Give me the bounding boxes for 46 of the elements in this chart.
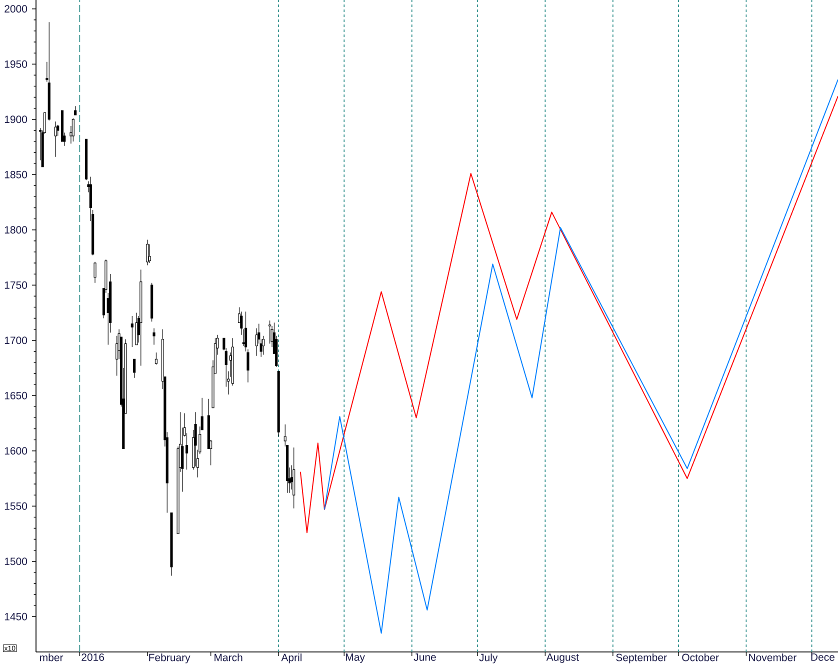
candlestick [140, 269, 142, 366]
y-tick-label: 2000 [4, 5, 28, 13]
y-tick-label: 1900 [4, 116, 28, 124]
x-tick-label: March [214, 654, 242, 662]
x-tick-label: July [479, 654, 498, 664]
y-tick-label: 1750 [4, 281, 28, 289]
candlestick [94, 262, 96, 284]
x-tick-label: February [149, 654, 190, 664]
x-tick-label: October [682, 654, 719, 662]
candlestick [152, 328, 156, 346]
line-series [300, 96, 838, 534]
candlestick [60, 110, 64, 142]
x-tick-label: August [546, 654, 579, 663]
candlestick [150, 282, 154, 322]
candlestick [231, 338, 234, 386]
y-tick-label: 1500 [4, 558, 28, 566]
candlestick [74, 106, 77, 116]
y-tick-label: 1800 [4, 226, 28, 234]
x-tick-label: 2016 [82, 654, 104, 661]
candlestick [135, 312, 138, 346]
candlestick [262, 336, 265, 356]
x-tick-label: April [281, 654, 302, 664]
y-tick-label: 1450 [4, 612, 28, 620]
candlestick [148, 244, 151, 264]
x-tick-label: September [616, 654, 667, 664]
x-tick-label: May [346, 654, 365, 663]
line-series [324, 79, 838, 634]
candlestick [170, 512, 173, 576]
y-tick-label: 1650 [4, 392, 28, 400]
x-tick-label: June [414, 654, 436, 661]
y-tick-label: 1950 [4, 60, 28, 68]
candlestick [48, 22, 50, 121]
candlestick [268, 320, 272, 344]
x-tick-label: November [749, 654, 796, 662]
candlestick [277, 370, 280, 437]
y-tick-label: 1600 [4, 447, 28, 455]
candlestick [154, 352, 158, 365]
candlestick [146, 239, 149, 266]
y-tick-label: 1550 [4, 502, 28, 510]
x-tick-label: Dece [811, 654, 834, 661]
candlestick [133, 358, 136, 378]
candlestick [72, 118, 74, 142]
x-tick-label: mber [40, 654, 64, 662]
y-tick-label: 1850 [4, 170, 28, 178]
candlestick [84, 138, 88, 180]
y-tick-label: 1700 [4, 336, 28, 344]
